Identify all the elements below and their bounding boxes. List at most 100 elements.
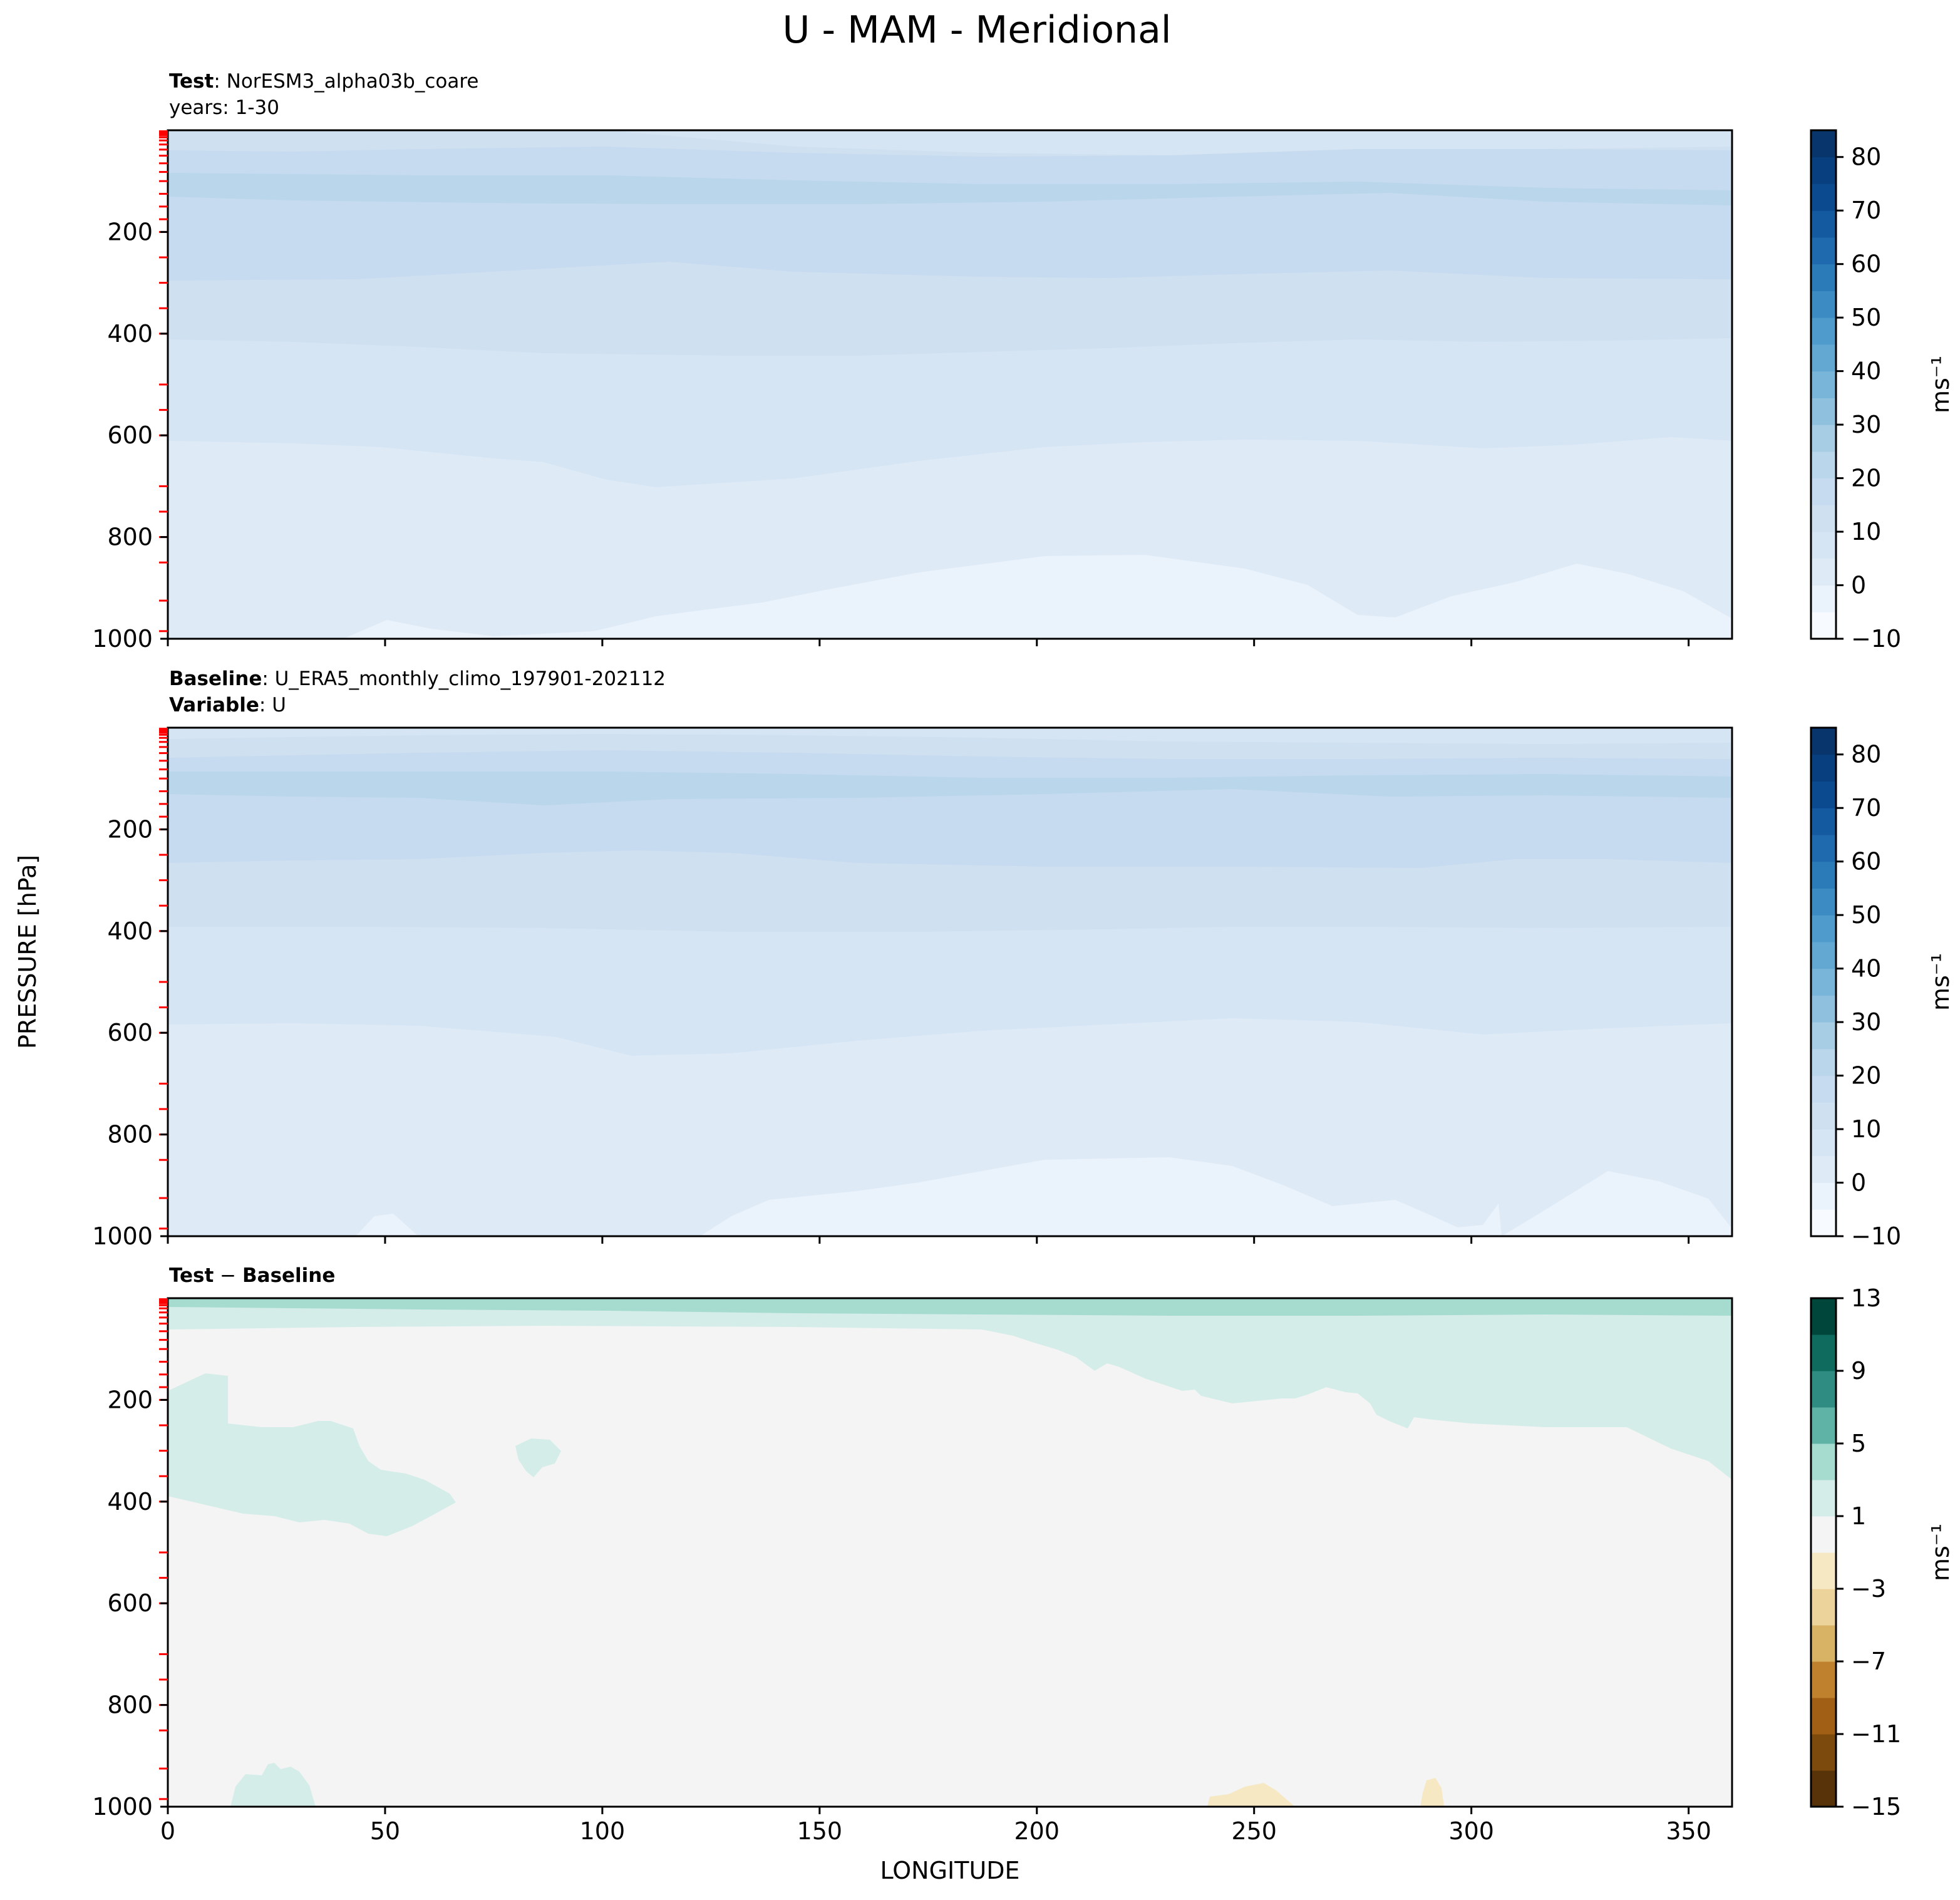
colorbar-band (1811, 344, 1836, 372)
colorbar-frame (1810, 129, 1837, 640)
colorbar-tick-label: 80 (1851, 143, 1881, 171)
panel-test-header-years: years: 1-30 (169, 96, 279, 119)
colorbar-band (1811, 1407, 1836, 1444)
colorbar-band (1811, 130, 1836, 158)
ytick-label: 800 (107, 524, 153, 551)
colorbar-band (1811, 585, 1836, 612)
colorbar-tick-label: −3 (1851, 1575, 1886, 1603)
ytick-label: 800 (107, 1121, 153, 1149)
figure-xlabel: LONGITUDE (880, 1857, 1019, 1884)
colorbar-band (1811, 781, 1836, 808)
band-diff-1-5-left (168, 1373, 456, 1536)
colorbar-tick-label: −11 (1851, 1720, 1901, 1748)
colorbar-tick-label: 40 (1851, 955, 1881, 983)
panel-test-ref-ticks (159, 130, 168, 632)
panel-test: Test: NorESM3_alpha03b_coare years: 1-30… (92, 70, 1733, 653)
band-diff-1-5-right (1677, 1336, 1732, 1480)
colorbar-band (1811, 1661, 1836, 1698)
colorbar-label: ms⁻¹ (1927, 953, 1954, 1011)
colorbar-band (1811, 1129, 1836, 1157)
band-diff-1-5-bottom-left (230, 1763, 316, 1807)
colorbar-band (1811, 1734, 1836, 1771)
colorbar-tick-label: 1 (1851, 1502, 1866, 1530)
colorbar-tick-label: 50 (1851, 304, 1881, 331)
colorbar-tick-label: 50 (1851, 901, 1881, 929)
colorbar-band (1811, 1443, 1836, 1480)
colorbar-frame (1810, 726, 1837, 1237)
ytick-label: 1000 (92, 1793, 153, 1820)
colorbar-band (1811, 995, 1836, 1023)
band-diff-5-9-top (168, 1298, 1732, 1316)
colorbar-band (1811, 505, 1836, 532)
panel-test-contours (168, 130, 1732, 639)
colorbar-tick-label: 9 (1851, 1357, 1866, 1385)
figure-ylabel: PRESSURE [hPa] (14, 855, 41, 1049)
colorbar-tick-label: 60 (1851, 848, 1881, 875)
colorbar-tick-label: 13 (1851, 1284, 1881, 1312)
colorbar-band (1811, 291, 1836, 318)
colorbar-band (1811, 1102, 1836, 1130)
colorbar-band (1811, 371, 1836, 398)
colorbar-band (1811, 888, 1836, 916)
colorbar-tick-label: 30 (1851, 1008, 1881, 1036)
xtick-label: 100 (580, 1817, 626, 1845)
panel-baseline-header-variable: Variable: U (169, 694, 286, 716)
ytick-label: 600 (107, 1019, 153, 1046)
colorbar-band (1811, 1298, 1836, 1335)
ytick-label: 400 (107, 917, 153, 945)
panel-baseline-xaxis (167, 1236, 1690, 1244)
colorbar-baseline: −10 0 10 20 30 40 50 60 70 80 ms⁻¹ (1810, 726, 1954, 1250)
colorbar-band (1811, 1589, 1836, 1626)
panel-diff-yaxis: 200 400 600 800 1000 (92, 1386, 168, 1820)
panel-baseline-yaxis: 200 400 600 800 1000 (92, 815, 168, 1250)
colorbar-band (1811, 425, 1836, 452)
panel-diff-ref-ticks (159, 1298, 168, 1800)
colorbar-band (1811, 183, 1836, 211)
xtick-label: 200 (1014, 1817, 1060, 1845)
colorbar-band (1811, 558, 1836, 586)
ytick-label: 400 (107, 1488, 153, 1515)
colorbar-band (1811, 834, 1836, 862)
colorbar-band (1811, 808, 1836, 835)
panel-baseline-ref-ticks (159, 728, 168, 1230)
panel-diff: Test − Baseline 200 400 600 800 1000 0 50 100 1… (92, 1264, 1733, 1845)
colorbar-band (1811, 398, 1836, 425)
colorbar-band (1811, 318, 1836, 345)
colorbar-band (1811, 1335, 1836, 1371)
band-diff-neg1-neg3-a (1207, 1783, 1295, 1807)
ytick-label: 800 (107, 1691, 153, 1719)
colorbar-band (1811, 1371, 1836, 1408)
colorbar-label: ms⁻¹ (1927, 1524, 1954, 1581)
colorbar-band (1811, 1048, 1836, 1076)
colorbar-band (1811, 478, 1836, 505)
colorbar-band (1811, 861, 1836, 889)
colorbar-band (1811, 237, 1836, 265)
colorbar-band (1811, 1698, 1836, 1735)
colorbar-tick-label: 20 (1851, 465, 1881, 492)
band-test-10-15-top (168, 130, 1732, 155)
colorbar-tick-label: 30 (1851, 411, 1881, 438)
band-test-0-5 (168, 555, 1732, 639)
colorbar-band (1811, 1552, 1836, 1589)
colorbar-band (1811, 1480, 1836, 1517)
band-baseline-0-5 (168, 1157, 1732, 1236)
colorbar-band (1811, 612, 1836, 639)
colorbar-tick-label: 0 (1851, 572, 1866, 599)
colorbar-band (1811, 210, 1836, 238)
colorbar-band (1811, 532, 1836, 559)
colorbar-tick-label: 70 (1851, 794, 1881, 822)
figure-title: U - MAM - Meridional (782, 8, 1171, 52)
colorbar-tick-label: 40 (1851, 358, 1881, 385)
ytick-label: 200 (107, 218, 153, 245)
band-diff-1-5-top (168, 1298, 1732, 1807)
colorbar-tick-label: 10 (1851, 1115, 1881, 1143)
colorbar-band (1811, 1155, 1836, 1184)
colorbar-band (1811, 451, 1836, 479)
xtick-label: 150 (797, 1817, 843, 1845)
panel-diff-xaxis: 0 50 100 150 200 250 300 350 (160, 1807, 1711, 1845)
ytick-label: 200 (107, 815, 153, 843)
colorbar-band (1811, 1770, 1836, 1807)
colorbar-band (1811, 1625, 1836, 1662)
xtick-label: 350 (1666, 1817, 1711, 1845)
